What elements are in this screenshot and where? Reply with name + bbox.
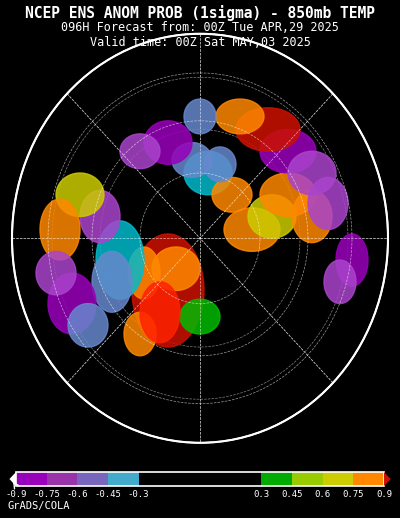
Polygon shape [36, 251, 76, 295]
Polygon shape [288, 151, 336, 195]
Polygon shape [236, 108, 300, 151]
Polygon shape [124, 312, 156, 356]
Text: NCEP ENS ANOM PROB (1sigma) - 850mb TEMP: NCEP ENS ANOM PROB (1sigma) - 850mb TEMP [25, 5, 375, 21]
Polygon shape [216, 99, 264, 134]
Polygon shape [184, 99, 216, 134]
Text: 0.9: 0.9 [376, 490, 392, 498]
Bar [77, 472, 108, 486]
Text: Valid time: 00Z Sat MAY,03 2025: Valid time: 00Z Sat MAY,03 2025 [90, 36, 310, 49]
Text: 0.75: 0.75 [342, 490, 364, 498]
Polygon shape [96, 221, 144, 299]
Bar [261, 472, 292, 486]
Polygon shape [292, 191, 332, 242]
Polygon shape [48, 273, 96, 334]
Polygon shape [140, 282, 180, 343]
Bar [323, 472, 353, 486]
Bar [353, 472, 384, 486]
Bar [16, 472, 47, 486]
Bar [292, 472, 323, 486]
Text: -0.3: -0.3 [128, 490, 150, 498]
Circle shape [12, 34, 388, 443]
Text: 0.3: 0.3 [253, 490, 269, 498]
Text: GrADS/COLA: GrADS/COLA [8, 501, 70, 511]
Bar [108, 472, 139, 486]
Polygon shape [308, 177, 348, 229]
Polygon shape [324, 260, 356, 304]
Polygon shape [224, 208, 280, 251]
Polygon shape [56, 173, 104, 217]
Polygon shape [152, 247, 200, 291]
Polygon shape [132, 234, 204, 347]
Polygon shape [144, 121, 192, 164]
Text: 096H Forecast from: 00Z Tue APR,29 2025: 096H Forecast from: 00Z Tue APR,29 2025 [61, 21, 339, 34]
Polygon shape [248, 195, 296, 238]
Polygon shape [80, 191, 120, 242]
Bar [47, 472, 77, 486]
Polygon shape [384, 472, 391, 486]
Text: -0.45: -0.45 [94, 490, 122, 498]
Polygon shape [120, 134, 160, 169]
Polygon shape [68, 304, 108, 347]
Text: 0.6: 0.6 [315, 490, 331, 498]
Text: -0.9: -0.9 [5, 490, 27, 498]
Polygon shape [180, 299, 220, 334]
Bar [139, 472, 261, 486]
Polygon shape [204, 147, 236, 182]
Polygon shape [40, 199, 80, 260]
Polygon shape [260, 173, 316, 217]
Polygon shape [336, 234, 368, 286]
Polygon shape [184, 151, 232, 195]
Polygon shape [9, 472, 16, 486]
Text: -0.75: -0.75 [33, 490, 60, 498]
Polygon shape [128, 247, 160, 299]
Text: -0.6: -0.6 [66, 490, 88, 498]
Polygon shape [212, 177, 252, 212]
Text: 0.45: 0.45 [281, 490, 303, 498]
Polygon shape [92, 251, 132, 312]
Polygon shape [260, 130, 316, 173]
Polygon shape [172, 142, 212, 177]
